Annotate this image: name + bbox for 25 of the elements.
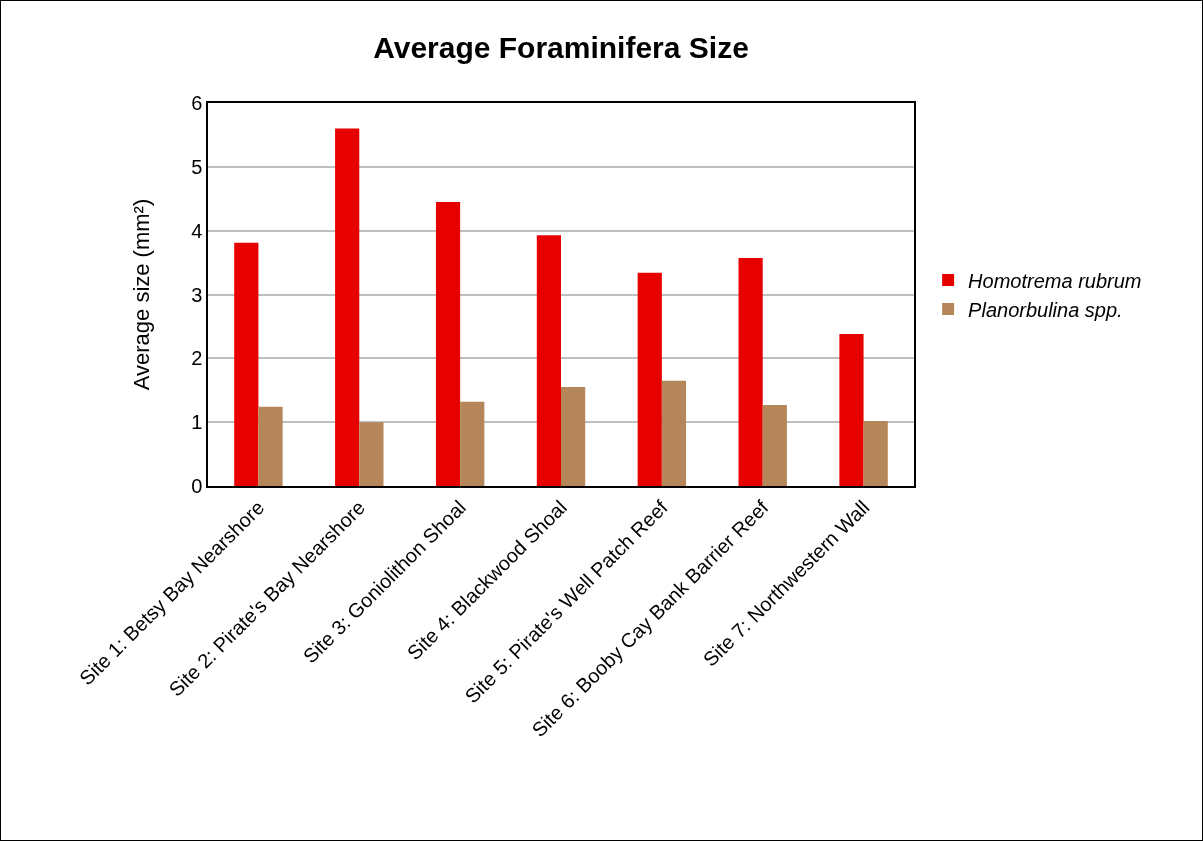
y-tick-label: 6 bbox=[191, 92, 203, 114]
legend-label: Homotrema rubrum bbox=[968, 269, 1142, 292]
bar bbox=[234, 242, 259, 486]
bar bbox=[335, 128, 360, 486]
bar bbox=[637, 272, 662, 486]
y-tick-label: 1 bbox=[191, 411, 203, 434]
y-tick-label: 2 bbox=[191, 347, 203, 370]
bar bbox=[661, 380, 687, 486]
bar bbox=[839, 334, 864, 486]
y-tick-label: 0 bbox=[191, 475, 203, 497]
bar bbox=[561, 387, 586, 486]
bar bbox=[460, 401, 485, 486]
chart-title: Average Foraminifera Size bbox=[373, 30, 749, 64]
bar bbox=[258, 406, 283, 486]
bar bbox=[359, 422, 384, 486]
bar bbox=[435, 201, 461, 486]
bar bbox=[762, 404, 787, 486]
y-tick-label: 3 bbox=[191, 283, 203, 306]
bar bbox=[738, 258, 763, 486]
legend-label: Planorbulina spp. bbox=[968, 298, 1123, 321]
y-tick-label: 5 bbox=[191, 155, 203, 178]
y-tick-label: 4 bbox=[191, 219, 203, 242]
bar bbox=[536, 235, 561, 486]
y-axis-title: Average size (mm²) bbox=[129, 198, 155, 391]
bar bbox=[863, 420, 888, 486]
